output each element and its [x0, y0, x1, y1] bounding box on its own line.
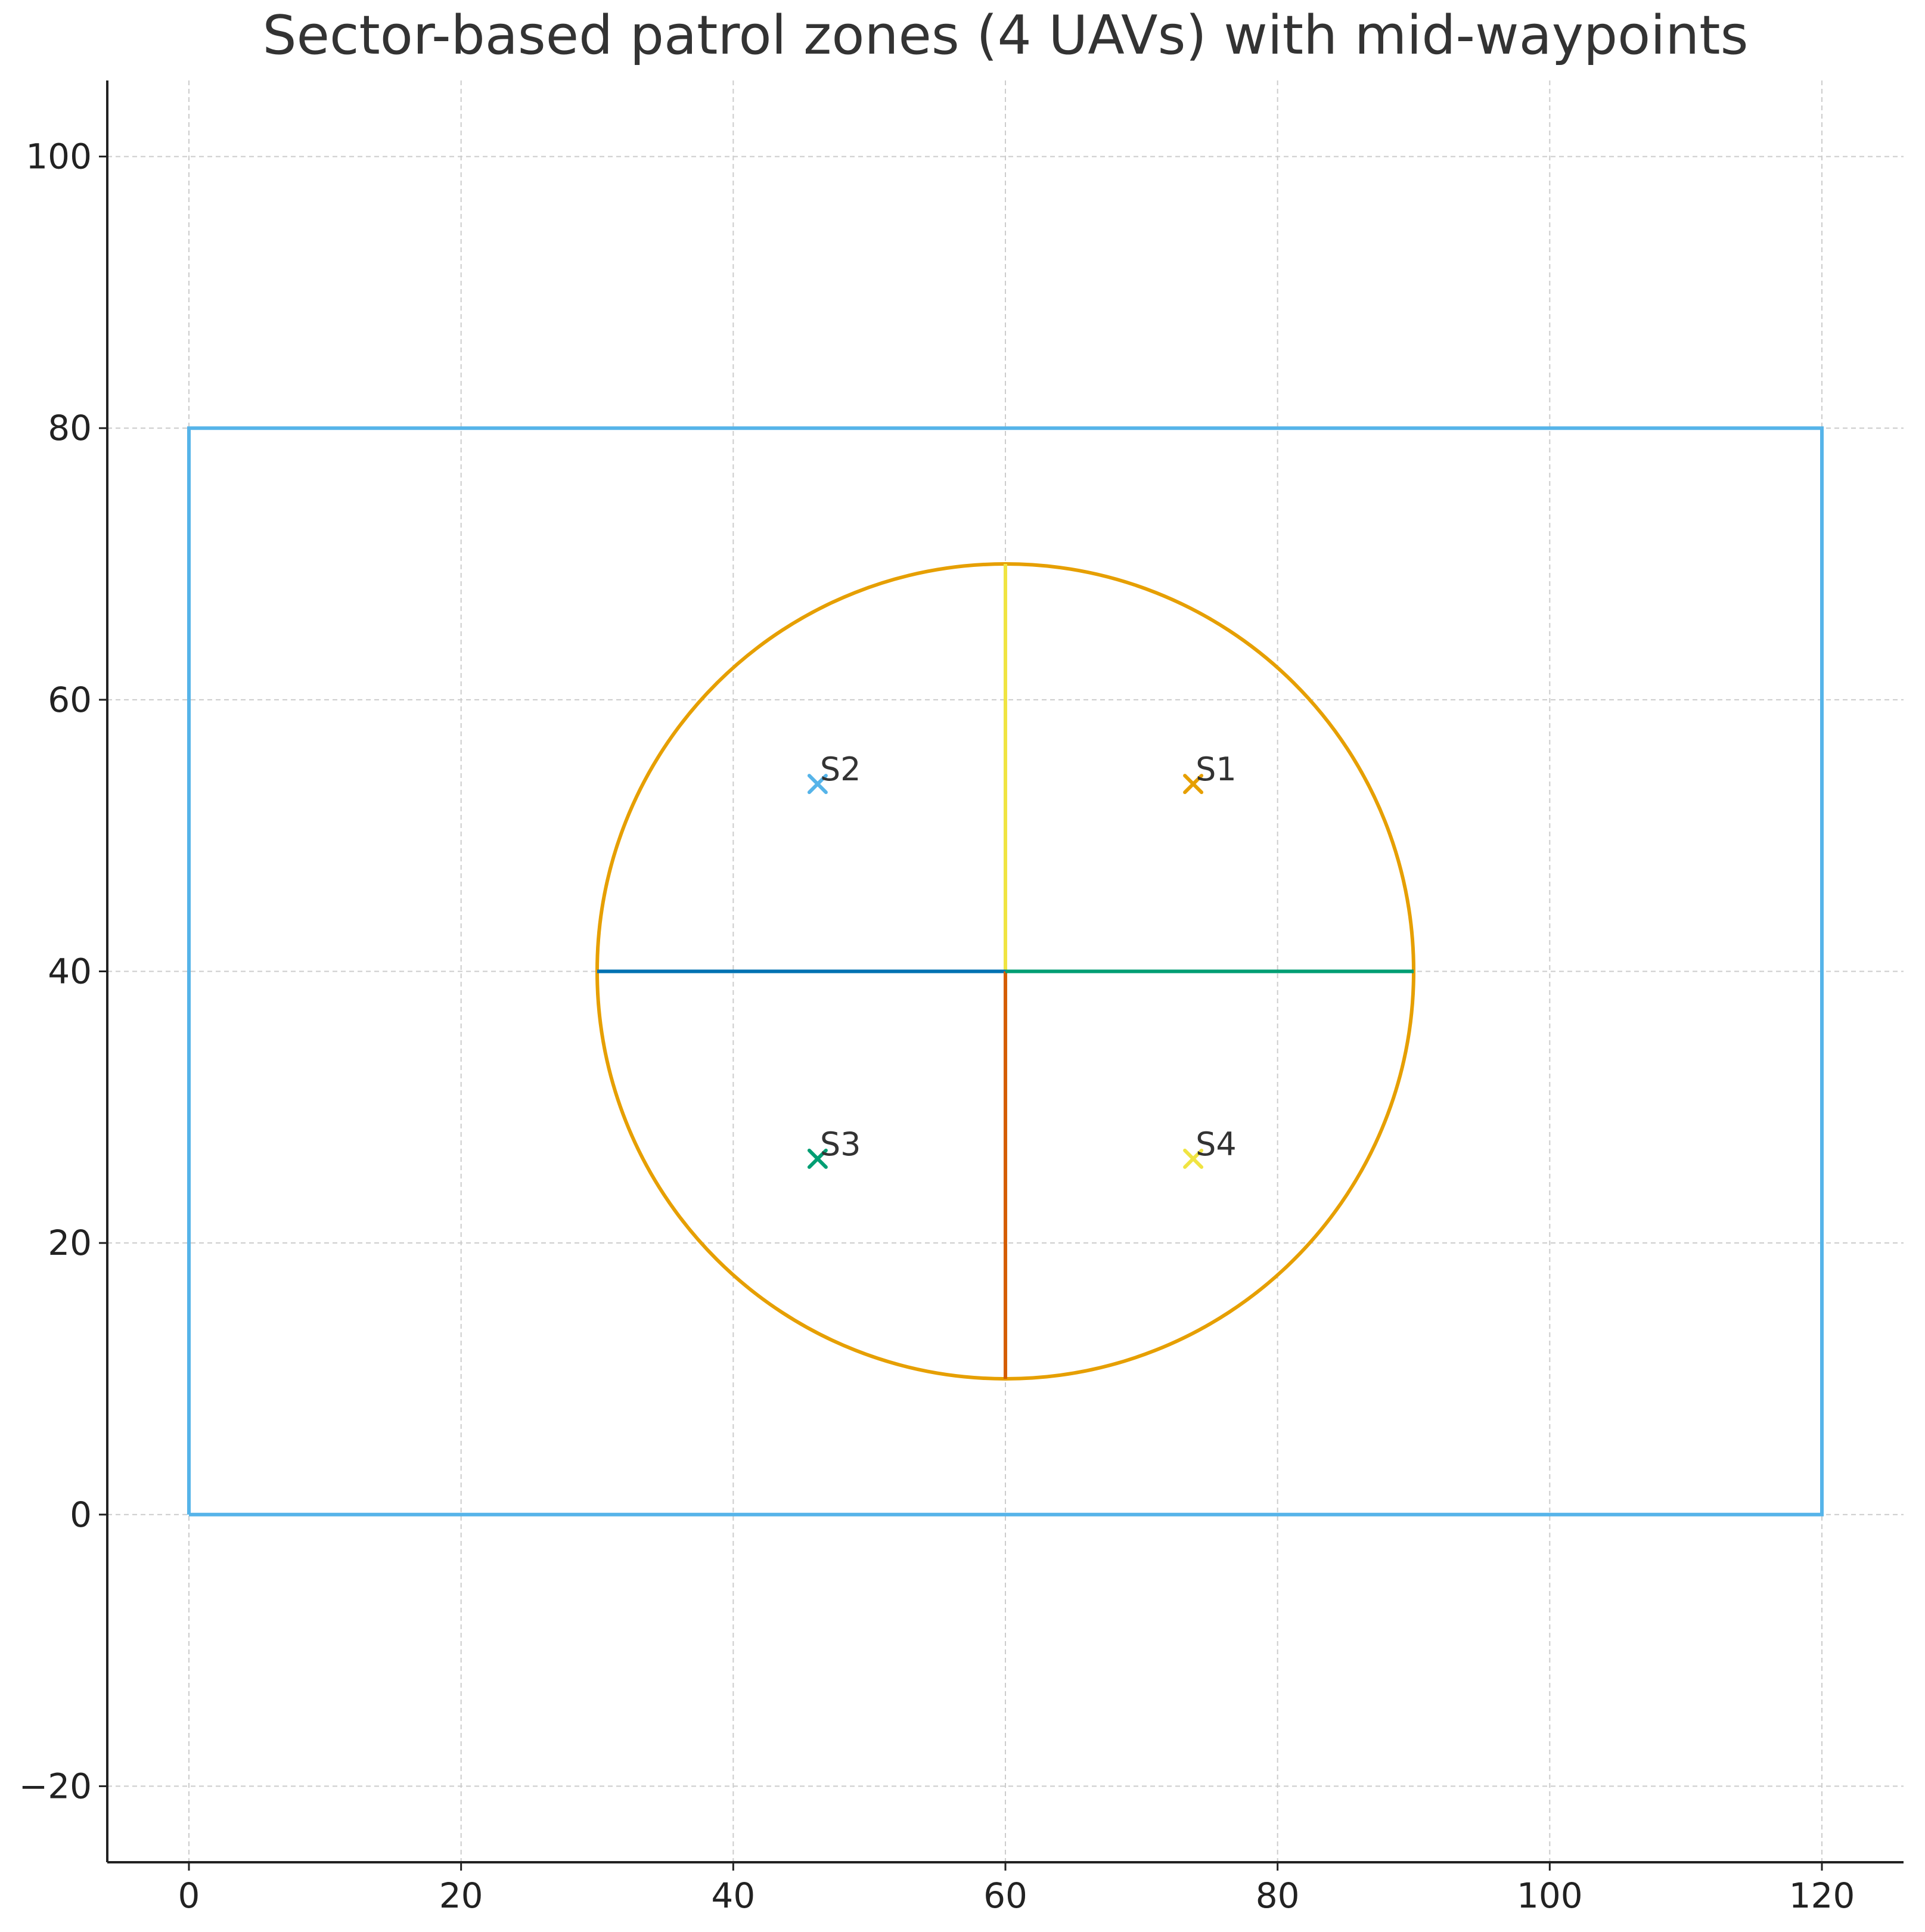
- y-tick-label: 80: [48, 408, 92, 448]
- waypoint-marker: [807, 774, 828, 795]
- y-tick-label: 60: [48, 680, 92, 720]
- x-tick-label: 40: [711, 1875, 755, 1916]
- y-tick-label: 20: [48, 1223, 92, 1263]
- plot-marks: S1 S2 S3 S4: [187, 426, 1824, 1517]
- x-tick-label: 80: [1256, 1875, 1300, 1916]
- axes: 0 20 40 60 80 100 120 −20 0 20 40 60 80 100: [19, 80, 1904, 1916]
- y-tick-label: 100: [26, 137, 92, 177]
- x-tick-label: 120: [1789, 1875, 1855, 1916]
- x-tick-label: 20: [439, 1875, 483, 1916]
- x-tick-label: 100: [1517, 1875, 1583, 1916]
- y-tick-label: 0: [70, 1494, 92, 1535]
- waypoint-label: S1: [1196, 751, 1237, 788]
- boundary-rectangle: [187, 426, 1824, 1517]
- waypoint-label: S2: [820, 751, 861, 788]
- y-tick-label: 40: [48, 951, 92, 992]
- waypoint-marker: [807, 1148, 828, 1169]
- waypoint-marker: [1183, 1148, 1204, 1169]
- waypoint-label: S4: [1196, 1125, 1237, 1163]
- x-tick-label: 60: [983, 1875, 1027, 1916]
- x-tick-label: 0: [178, 1875, 200, 1916]
- waypoint-label: S3: [820, 1125, 861, 1163]
- y-tick-label: −20: [19, 1766, 92, 1806]
- chart-title: Sector-based patrol zones (4 UAVs) with …: [263, 4, 1749, 67]
- waypoint-marker: [1183, 774, 1204, 795]
